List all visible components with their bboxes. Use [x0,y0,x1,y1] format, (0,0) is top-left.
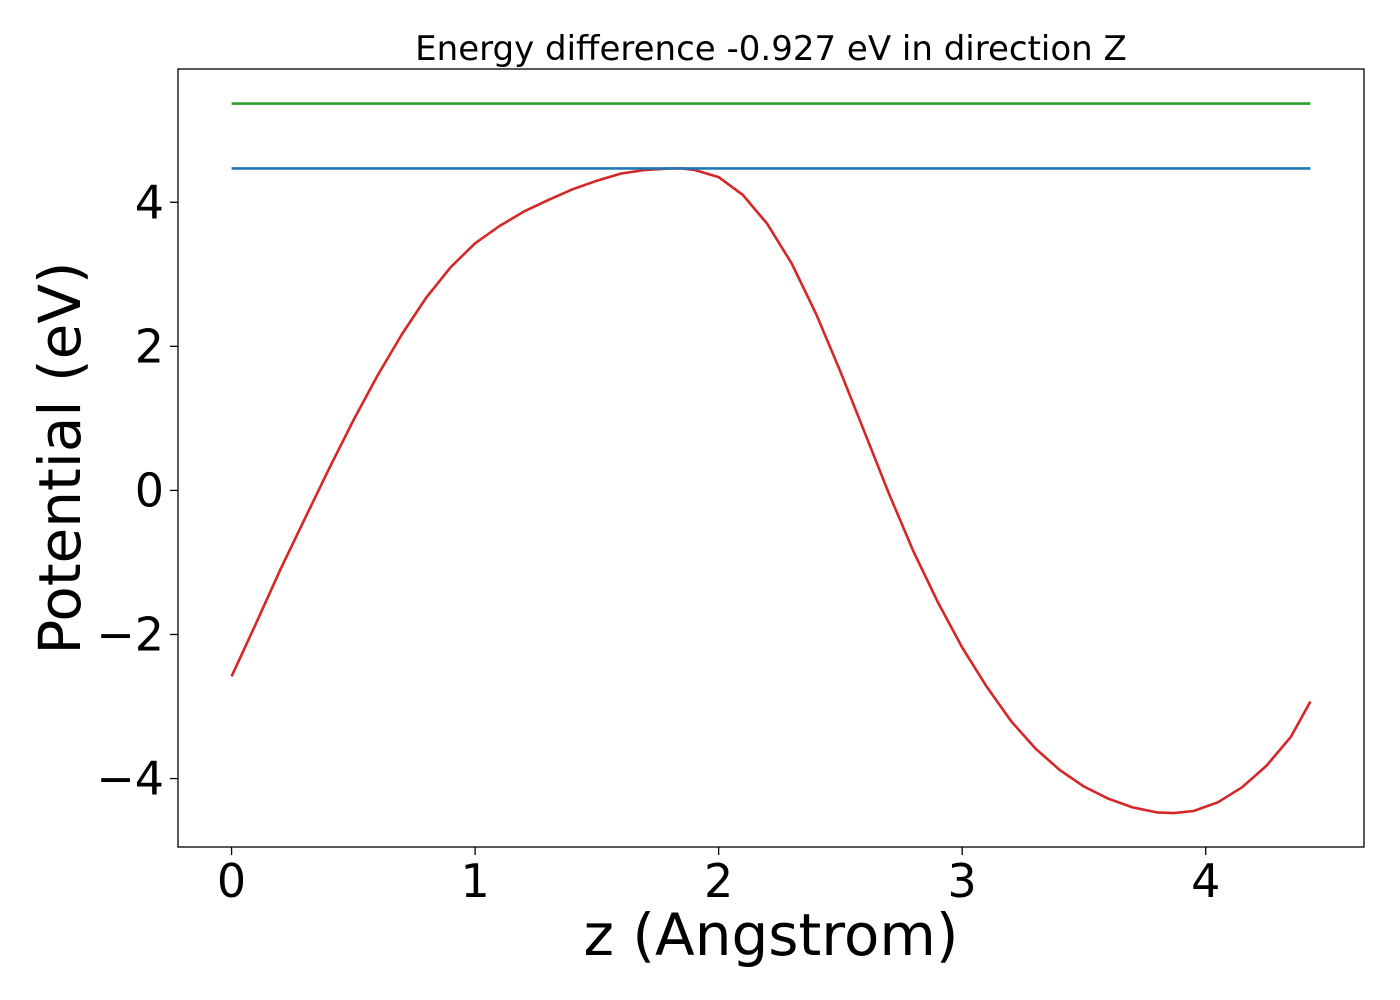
y-tick-label: 2 [135,319,164,373]
x-tick-label: 3 [948,854,977,908]
plot-frame [177,68,1365,848]
x-tick-label: 1 [460,854,489,908]
series-line-0 [230,167,1312,815]
y-tick-label: 4 [135,175,164,229]
y-tick-label: −4 [96,752,164,806]
y-tick-label: 0 [135,463,164,517]
y-tick-label: −2 [96,607,164,661]
x-tick-label: 0 [217,854,246,908]
x-axis-label: z (Angstrom) [584,901,959,969]
y-axis-ticks: −4 −2 0 2 4 [96,175,178,806]
x-tick-label: 4 [1191,854,1220,908]
chart-title: Energy difference -0.927 eV in direction… [415,29,1127,69]
y-axis-label: Potential (eV) [26,261,94,654]
x-tick-label: 2 [704,854,733,908]
x-axis-ticks: 0 1 2 3 4 [217,847,1220,908]
series-layer [230,102,1312,815]
